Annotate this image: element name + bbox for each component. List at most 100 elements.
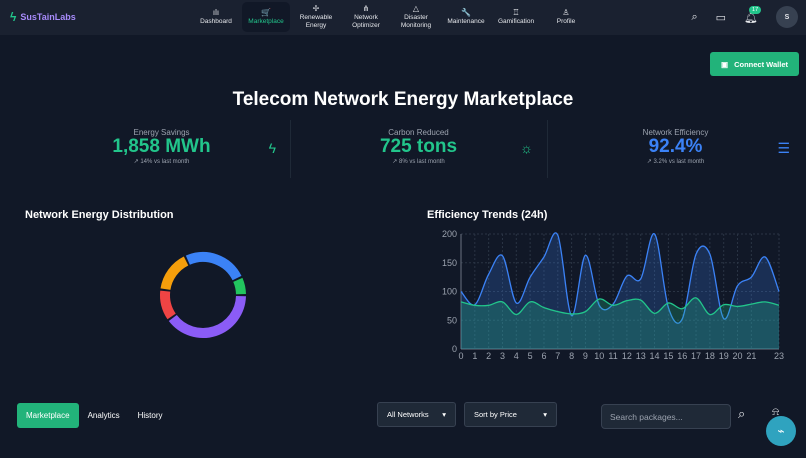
server-icon: ☰ (777, 140, 790, 156)
logo-text: SusTainLabs (20, 12, 76, 22)
sort-select[interactable]: Sort by Price ▾ (464, 402, 557, 427)
search-placeholder: Search packages... (610, 411, 683, 422)
distribution-donut-chart (160, 252, 246, 338)
distribution-title: Network Energy Distribution (25, 209, 174, 221)
caret-down-icon: ▾ (442, 410, 446, 419)
donut-segment[interactable] (160, 256, 189, 291)
y-tick-label: 50 (447, 315, 457, 325)
series-area (461, 297, 779, 349)
x-tick-label: 23 (774, 351, 784, 360)
trends-title: Efficiency Trends (24h) (427, 209, 548, 221)
nav-item-maintenance[interactable]: 🔧 Maintenance (442, 2, 490, 32)
search-icon[interactable]: ⌕ (691, 10, 698, 23)
stat-label: Carbon Reduced (388, 128, 449, 137)
x-tick-label: 18 (705, 351, 715, 360)
sort-value: Sort by Price (474, 410, 517, 419)
stat-value: 725 tons (379, 136, 458, 157)
trophy-icon: ♖ (512, 7, 520, 17)
stat-change: ↗ 8% vs last month (392, 158, 445, 165)
logo[interactable]: ϟ SusTainLabs (10, 10, 76, 24)
x-tick-label: 3 (500, 351, 505, 360)
x-tick-label: 5 (528, 351, 533, 360)
network-filter-value: All Networks (387, 410, 429, 419)
series-line (460, 232, 780, 324)
x-tick-label: 15 (663, 351, 673, 360)
wrench-icon: 🔧 (461, 7, 471, 17)
tab-analytics[interactable]: Analytics (87, 411, 120, 420)
nav-item-label: Disaster Monitoring (400, 14, 432, 29)
stat-value: 92.4% (648, 136, 703, 157)
stat-card: Energy Savings 1,858 MWh ↗ 14% vs last mon… (33, 120, 290, 178)
network-filter-select[interactable]: All Networks ▾ (377, 402, 456, 427)
stat-change: ↗ 14% vs last month (133, 158, 190, 165)
activity-icon: ⌁ (777, 424, 785, 438)
stat-label: Network Efficiency (642, 128, 709, 137)
nav-item-renewable-energy[interactable]: ✢ Renewable Energy (292, 2, 340, 32)
connect-wallet-button[interactable]: ▣ Connect Wallet (710, 52, 799, 76)
stat-change: ↗ 3.2% vs last month (646, 158, 705, 165)
donut-segment[interactable] (185, 252, 242, 281)
divider (290, 120, 291, 178)
user-icon: ♙ (562, 7, 570, 17)
donut-segment[interactable] (168, 295, 246, 338)
notification-badge: 17 (749, 5, 762, 14)
monitor-icon[interactable]: ▭ (715, 11, 727, 24)
x-tick-label: 10 (594, 351, 604, 360)
nav-item-label: Dashboard (200, 17, 232, 25)
y-tick-label: 200 (442, 229, 457, 239)
avatar[interactable]: S (776, 6, 798, 28)
divider (547, 120, 548, 178)
x-tick-label: 6 (541, 351, 546, 360)
nav-item-label: Profile (556, 17, 576, 25)
activity-fab-button[interactable]: ⌁ (766, 416, 796, 446)
nav-item-label: Network Optimizer (352, 14, 380, 29)
x-tick-label: 19 (719, 351, 729, 360)
y-tick-label: 100 (442, 287, 457, 297)
nav-item-gamification[interactable]: ♖ Gamification (492, 2, 540, 32)
x-tick-label: 20 (733, 351, 743, 360)
caret-down-icon: ▾ (543, 410, 547, 419)
bell-icon[interactable]: 🔔︎ 17 (744, 5, 762, 24)
donut-segment[interactable] (160, 290, 176, 320)
nav-item-network-optimizer[interactable]: ⋔ Network Optimizer (342, 2, 390, 32)
bell-icon[interactable]: ⍾ (772, 406, 780, 418)
stat-label: Energy Savings (133, 128, 190, 137)
x-tick-label: 8 (569, 351, 574, 360)
nav-item-marketplace[interactable]: 🛒 Marketplace (242, 2, 290, 32)
x-tick-label: 16 (677, 351, 687, 360)
nav-item-label: Maintenance (447, 17, 485, 25)
nav-item-disaster-monitoring[interactable]: △ Disaster Monitoring (392, 2, 440, 32)
nav-item-label: Gamification (497, 17, 535, 25)
cart-icon: 🛒 (261, 7, 271, 17)
bar-chart-icon: ılı (212, 7, 220, 17)
sun-icon: ☼ (520, 140, 533, 156)
nav-item-dashboard[interactable]: ılı Dashboard (192, 2, 240, 32)
network-icon: ⋔ (362, 4, 370, 14)
stat-card: Carbon Reduced 725 tons ↗ 8% vs last month… (290, 120, 547, 178)
x-tick-label: 17 (691, 351, 701, 360)
tab-history[interactable]: History (137, 411, 163, 420)
nav-item-label: Marketplace (248, 17, 284, 25)
x-tick-label: 4 (514, 351, 519, 360)
x-tick-label: 7 (555, 351, 560, 360)
y-tick-label: 150 (442, 258, 457, 268)
warning-icon: △ (412, 4, 420, 14)
x-tick-label: 13 (636, 351, 646, 360)
search-icon[interactable]: ⌕ (738, 406, 746, 421)
page-title: Telecom Network Energy Marketplace (232, 89, 574, 110)
connect-wallet-label: Connect Wallet (734, 59, 788, 69)
series-line (460, 297, 780, 316)
search-input[interactable]: Search packages... (601, 404, 731, 429)
x-tick-label: 1 (472, 351, 477, 360)
tab-marketplace[interactable]: Marketplace (17, 403, 79, 428)
wind-icon: ✢ (312, 4, 320, 14)
donut-segment[interactable] (233, 277, 246, 295)
y-tick-label: 0 (452, 344, 457, 354)
lightning-icon: ϟ (268, 140, 276, 156)
stat-card: Network Efficiency 92.4% ↗ 3.2% vs last mo… (547, 120, 804, 178)
x-tick-label: 21 (746, 351, 756, 360)
wallet-icon: ▣ (721, 59, 729, 69)
x-tick-label: 14 (650, 351, 660, 360)
nav-item-profile[interactable]: ♙ Profile (542, 2, 590, 32)
